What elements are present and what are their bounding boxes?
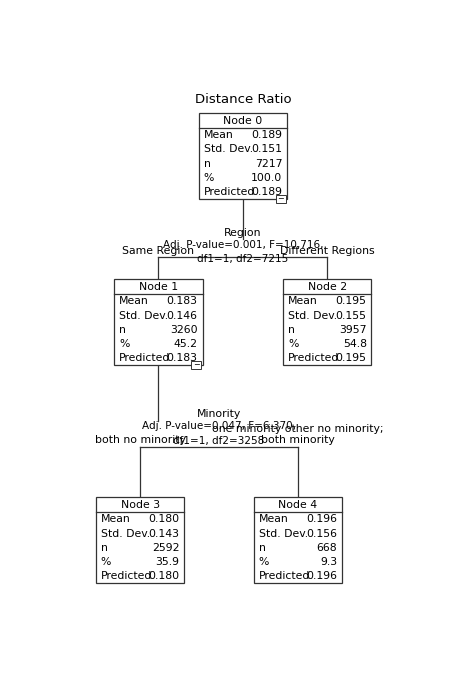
Text: 0.189: 0.189 <box>251 187 282 197</box>
Text: 0.180: 0.180 <box>148 571 179 581</box>
Text: Mean: Mean <box>288 297 318 307</box>
Text: 0.151: 0.151 <box>251 144 282 154</box>
Text: 668: 668 <box>317 543 337 553</box>
Bar <box>114 280 202 365</box>
Text: Std. Dev.: Std. Dev. <box>204 144 253 154</box>
Text: %: % <box>204 173 214 183</box>
Text: Distance Ratio: Distance Ratio <box>195 92 291 106</box>
Text: Predicted: Predicted <box>119 353 171 363</box>
Text: n: n <box>101 543 108 553</box>
Text: Std. Dev.: Std. Dev. <box>101 528 150 539</box>
Text: Mean: Mean <box>101 514 130 524</box>
Text: %: % <box>259 557 269 567</box>
Text: 0.146: 0.146 <box>167 311 198 321</box>
Text: n: n <box>259 543 265 553</box>
Text: 0.155: 0.155 <box>336 311 367 321</box>
Text: both no minority: both no minority <box>95 435 185 446</box>
Text: Mean: Mean <box>259 514 289 524</box>
Text: %: % <box>288 339 299 349</box>
Bar <box>96 497 184 583</box>
Text: Node 4: Node 4 <box>278 500 318 510</box>
Text: Region: Region <box>224 228 262 238</box>
Text: df1=1, df2=7215: df1=1, df2=7215 <box>197 254 289 264</box>
Text: 2592: 2592 <box>152 543 179 553</box>
Text: Predicted: Predicted <box>101 571 152 581</box>
Text: Std. Dev.: Std. Dev. <box>119 311 168 321</box>
Text: n: n <box>119 325 126 335</box>
Bar <box>283 280 372 365</box>
Text: 0.156: 0.156 <box>306 528 337 539</box>
Text: 9.3: 9.3 <box>320 557 337 567</box>
Text: 0.196: 0.196 <box>306 571 337 581</box>
Text: 0.195: 0.195 <box>336 297 367 307</box>
Text: 3260: 3260 <box>170 325 198 335</box>
Text: 7217: 7217 <box>255 158 282 168</box>
Bar <box>199 113 287 199</box>
Text: Different Regions: Different Regions <box>280 246 375 255</box>
Text: 0.183: 0.183 <box>167 353 198 363</box>
Text: Node 1: Node 1 <box>139 282 178 292</box>
Text: Node 2: Node 2 <box>308 282 347 292</box>
Text: Std. Dev.: Std. Dev. <box>288 311 337 321</box>
Text: Mean: Mean <box>204 130 233 140</box>
Text: 35.9: 35.9 <box>155 557 179 567</box>
Text: %: % <box>101 557 111 567</box>
Text: 54.8: 54.8 <box>343 339 367 349</box>
Text: 45.2: 45.2 <box>174 339 198 349</box>
Text: 0.180: 0.180 <box>148 514 179 524</box>
Text: df1=1, df2=3258: df1=1, df2=3258 <box>173 436 264 446</box>
Text: Same Region: Same Region <box>122 246 194 255</box>
Text: Predicted: Predicted <box>259 571 310 581</box>
Text: −: − <box>277 194 284 204</box>
Bar <box>275 195 286 203</box>
Text: Node 3: Node 3 <box>120 500 160 510</box>
Text: one minority other no minority;
both minority: one minority other no minority; both min… <box>212 423 384 446</box>
Text: 0.196: 0.196 <box>306 514 337 524</box>
Text: 0.195: 0.195 <box>336 353 367 363</box>
Text: Node 0: Node 0 <box>223 116 263 126</box>
Text: 0.183: 0.183 <box>167 297 198 307</box>
Bar <box>191 361 201 369</box>
Text: Adj. P-value=0.047, F=6.370,: Adj. P-value=0.047, F=6.370, <box>142 421 296 431</box>
Text: 0.189: 0.189 <box>251 130 282 140</box>
Text: Mean: Mean <box>119 297 149 307</box>
Text: %: % <box>119 339 129 349</box>
Text: −: − <box>193 361 200 369</box>
Text: Adj. P-value=0.001, F=10.716,: Adj. P-value=0.001, F=10.716, <box>163 240 323 249</box>
Text: n: n <box>204 158 210 168</box>
Bar <box>254 497 342 583</box>
Text: 0.143: 0.143 <box>148 528 179 539</box>
Text: Predicted: Predicted <box>204 187 255 197</box>
Text: 3957: 3957 <box>339 325 367 335</box>
Text: 100.0: 100.0 <box>251 173 282 183</box>
Text: Predicted: Predicted <box>288 353 339 363</box>
Text: Std. Dev.: Std. Dev. <box>259 528 308 539</box>
Text: Minority: Minority <box>197 409 241 419</box>
Text: n: n <box>288 325 295 335</box>
